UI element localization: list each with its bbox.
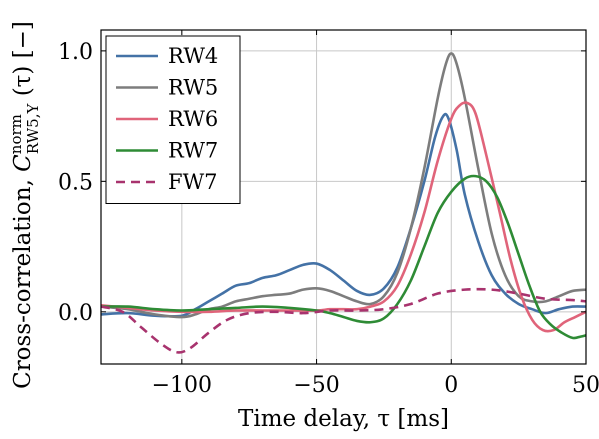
y-axis-label-suffix: (τ) [−] (10, 21, 36, 104)
legend: RW4 RW5 RW6 RW7 FW7 (105, 35, 241, 204)
legend-label-rw5: RW5 (168, 76, 218, 100)
y-tick-label: 0.5 (58, 170, 93, 195)
x-axis-label: Time delay, τ [ms] (238, 406, 449, 432)
x-tick-label: 50 (572, 373, 599, 398)
x-tick-label: −100 (152, 373, 212, 398)
x-tick-label: 0 (444, 373, 458, 398)
y-axis-label-prefix: Cross-correlation, (10, 172, 36, 389)
legend-label-rw4: RW4 (168, 44, 218, 68)
series-layer (101, 52, 586, 354)
y-tick-label: 1.0 (58, 40, 93, 65)
legend-label-rw6: RW6 (168, 107, 218, 131)
series-line-rw5 (101, 52, 586, 319)
series-line-rw4 (101, 112, 586, 318)
y-axis-label-subscript: RW5,Y (24, 103, 42, 155)
plot-frame (100, 29, 587, 365)
series-line-fw7 (101, 287, 586, 354)
y-tick-label: 0.0 (58, 301, 93, 326)
legend-label-rw7: RW7 (168, 139, 218, 163)
y-axis-label-symbol: C (10, 154, 36, 172)
legend-label-fw7: FW7 (168, 170, 218, 194)
y-axis-label-superscript: norm (7, 114, 25, 154)
y-axis-label: Cross-correlation, CnormRW5,Y (τ) [−] (7, 21, 42, 389)
series-line-rw6 (101, 101, 586, 333)
x-tick-label: −50 (293, 373, 339, 398)
x-ticks: −100 −50 0 50 (152, 30, 599, 398)
series-line-rw7 (101, 174, 586, 340)
y-ticks: 0.0 0.5 1.0 (58, 40, 586, 326)
